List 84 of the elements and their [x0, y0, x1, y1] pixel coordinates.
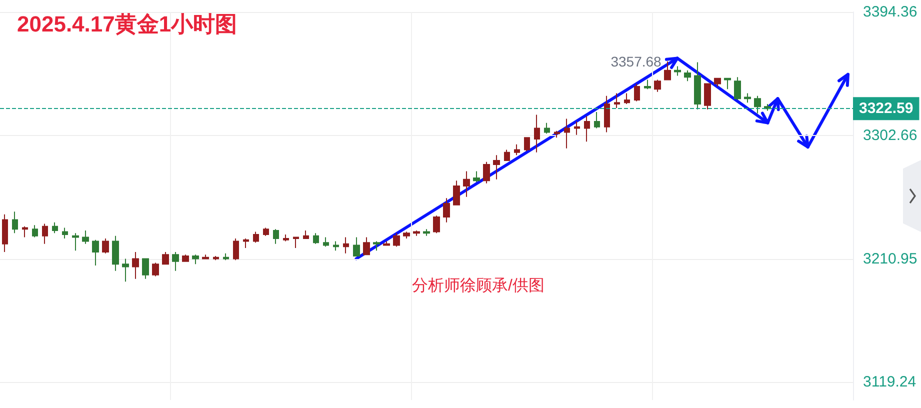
candlestick [443, 198, 450, 223]
candlestick [383, 240, 390, 246]
candlestick [664, 60, 671, 80]
candlestick [554, 130, 560, 138]
candlestick [223, 252, 229, 261]
candlestick [22, 226, 28, 238]
candlestick [253, 231, 259, 244]
candlestick [243, 238, 249, 248]
candlestick [182, 254, 189, 262]
candlestick [363, 236, 370, 256]
candlestick [263, 227, 269, 236]
candlestick [504, 149, 510, 161]
candlestick [62, 227, 68, 240]
candlestick [704, 83, 711, 110]
candlestick [684, 70, 691, 82]
candlestick [604, 95, 610, 133]
y-tick-label: 3210.95 [863, 250, 918, 268]
candlestick [353, 236, 360, 257]
candlestick [644, 79, 651, 90]
candlestick [42, 223, 48, 244]
candlestick [273, 228, 279, 244]
candlestick [323, 236, 329, 248]
candlestick [142, 258, 149, 280]
candlestick [624, 92, 630, 104]
candlestick [594, 112, 600, 129]
candlestick [12, 211, 18, 234]
candlestick [72, 232, 79, 252]
candlestick [32, 224, 38, 238]
y-tick-label: 3119.24 [863, 374, 916, 391]
candlestick [734, 76, 741, 100]
chart-title: 2025.4.17黄金1小时图 [17, 12, 238, 36]
candlestick [483, 161, 490, 184]
candlestick [202, 254, 209, 260]
candlestick [423, 228, 430, 236]
candlestick [514, 144, 520, 156]
y-tick-label: 3394.36 [863, 4, 918, 20]
candlestick [393, 232, 400, 248]
candlestick [714, 78, 721, 87]
candlestick [744, 92, 751, 104]
candlestick [293, 236, 299, 248]
candlestick [92, 239, 99, 266]
candlestick [172, 251, 179, 272]
candlestick [433, 215, 440, 234]
ref-line-label: 3322.59 [859, 100, 914, 118]
candlestick [313, 232, 319, 244]
candlestick [754, 95, 761, 114]
candlestick [524, 137, 530, 152]
candlestick [52, 222, 58, 234]
candlestick [162, 251, 169, 265]
candlestick [112, 235, 119, 272]
candlestick [373, 240, 380, 252]
candlestick [453, 180, 460, 206]
candlestick [102, 238, 109, 254]
candlestick [473, 170, 480, 183]
y-tick-label: 3302.66 [863, 126, 918, 144]
candlestick [544, 122, 550, 134]
annotation: 3357.68 [610, 53, 662, 70]
annotation: 分析师徐顾承/供图 [412, 278, 544, 294]
candlestick [674, 66, 681, 76]
candlestick [534, 114, 540, 153]
candlestick [213, 256, 219, 261]
candlestick [333, 240, 339, 252]
candlestick [584, 116, 590, 142]
candlestick [283, 234, 289, 242]
candlestick [564, 118, 570, 149]
candlestick [122, 258, 129, 282]
candlestick [132, 251, 139, 280]
candlestick [463, 170, 470, 198]
candlestick [493, 154, 500, 180]
candlestick [82, 230, 89, 244]
candlestick [724, 78, 731, 90]
candlestick [303, 230, 309, 240]
candlestick [574, 120, 580, 136]
candlestick [413, 230, 420, 236]
candlestick [2, 214, 8, 252]
candlestick [694, 62, 701, 110]
candlestick [654, 79, 661, 92]
candlestick [152, 262, 159, 277]
candlestick [343, 236, 349, 254]
candlestick [233, 238, 239, 261]
candlestick [192, 254, 199, 265]
candlestick [614, 92, 620, 109]
candlestick [403, 231, 410, 240]
candlestick [634, 83, 640, 102]
